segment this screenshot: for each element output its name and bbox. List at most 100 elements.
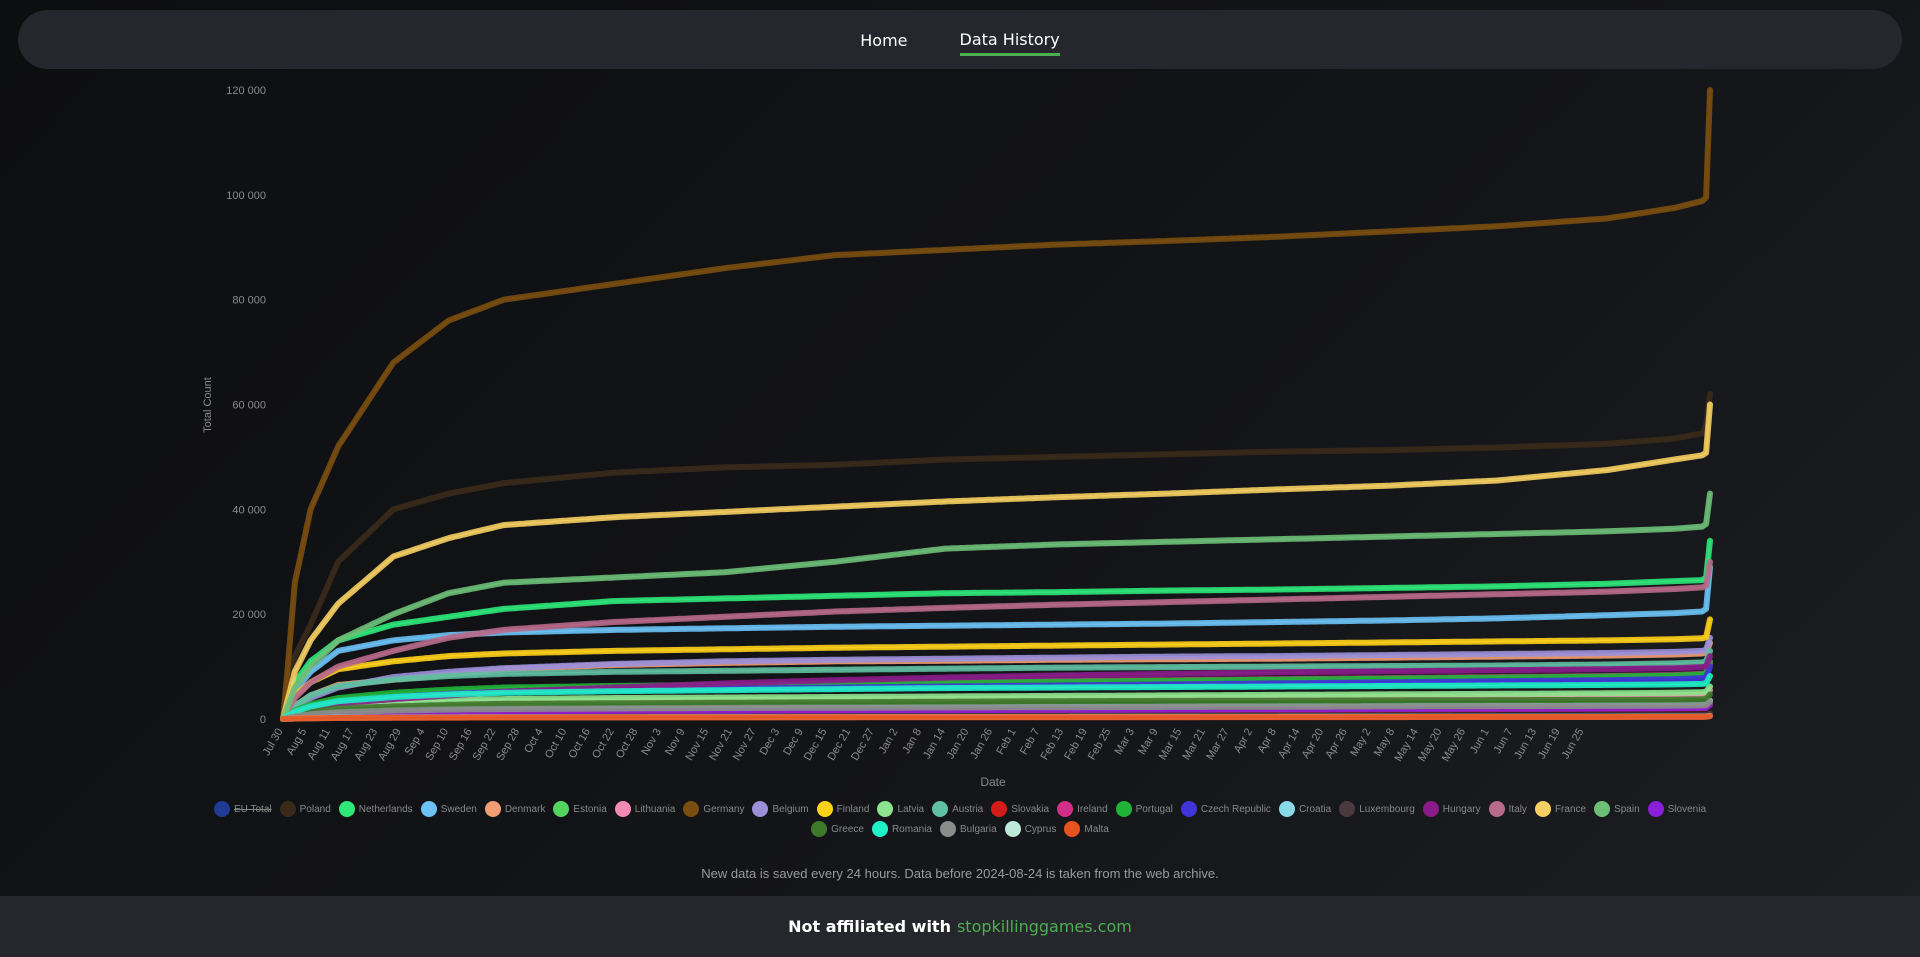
x-tick-label: May 26 <box>1440 727 1468 764</box>
legend-item[interactable]: Germany <box>683 801 744 817</box>
footer: Not affiliated with stopkillinggames.com <box>0 896 1920 957</box>
series-thin-line <box>282 404 1711 720</box>
nav-home-link[interactable]: Home <box>860 31 908 50</box>
legend-item[interactable]: Portugal <box>1115 801 1173 817</box>
legend-item[interactable]: Cyprus <box>1004 821 1056 837</box>
x-tick-label: Oct 4 <box>522 727 546 756</box>
legend-item[interactable]: Luxembourg <box>1339 801 1415 817</box>
legend-swatch <box>871 821 888 837</box>
legend-label: Lithuania <box>634 803 676 815</box>
legend-label: Malta <box>1084 823 1109 835</box>
legend-label: Belgium <box>772 803 809 815</box>
series-thin-line <box>282 650 1711 720</box>
legend-swatch <box>1488 801 1505 817</box>
legend-swatch <box>1534 801 1551 817</box>
legend-swatch <box>1339 801 1356 817</box>
legend-label: Portugal <box>1135 803 1173 815</box>
legend-item[interactable]: Romania <box>871 821 932 837</box>
x-tick-label: Mar 3 <box>1113 727 1137 757</box>
legend-item[interactable]: Austria <box>932 801 983 817</box>
x-tick-label: Dec 3 <box>758 727 783 758</box>
legend-swatch <box>1647 801 1664 817</box>
series-thin-line <box>282 619 1711 720</box>
legend-item[interactable]: Greece <box>811 821 864 837</box>
x-tick-label: Jul 30 <box>261 727 286 758</box>
legend-item[interactable]: Slovakia <box>991 801 1049 817</box>
footer-text: Not affiliated with <box>788 917 951 936</box>
legend-item[interactable]: Malta <box>1064 821 1109 837</box>
x-tick-label: Apr 2 <box>1232 727 1256 756</box>
legend-swatch <box>338 801 355 817</box>
legend-swatch <box>1064 821 1081 837</box>
x-tick-label: Apr 20 <box>1300 727 1327 761</box>
legend-item[interactable]: Finland <box>816 801 870 817</box>
legend-item[interactable]: Lithuania <box>614 801 676 817</box>
x-tick-label: Feb 1 <box>994 727 1018 757</box>
legend-label: Slovakia <box>1011 803 1050 815</box>
x-tick-label: Feb 25 <box>1086 727 1114 763</box>
legend-item[interactable]: EU Total <box>214 801 272 817</box>
legend-label: EU Total <box>234 803 272 815</box>
x-tick-label: Nov 9 <box>663 727 688 758</box>
y-tick-label: 0 <box>260 714 266 726</box>
legend-item[interactable]: Croatia <box>1278 801 1331 817</box>
x-tick-label: Jun 25 <box>1560 727 1587 762</box>
chart-legend: EU Total Poland Netherlands Sweden Denmark Es… <box>200 801 1720 837</box>
legend-label: Luxembourg <box>1359 803 1415 815</box>
x-tick-label: Jun 1 <box>1468 727 1492 756</box>
legend-swatch <box>683 801 700 817</box>
footer-link[interactable]: stopkillinggames.com <box>956 917 1132 936</box>
x-tick-label: Jun 7 <box>1492 727 1516 756</box>
legend-swatch <box>1180 801 1197 817</box>
legend-item[interactable]: Netherlands <box>338 801 413 817</box>
legend-label: Netherlands <box>358 803 413 815</box>
legend-label: Hungary <box>1442 803 1481 815</box>
legend-label: Estonia <box>573 803 607 815</box>
legend-item[interactable]: Sweden <box>420 801 477 817</box>
top-nav: Home Data History <box>18 10 1902 69</box>
legend-label: Poland <box>299 803 331 815</box>
legend-label: Finland <box>836 803 870 815</box>
legend-label: Italy <box>1508 803 1527 815</box>
legend-swatch <box>752 801 769 817</box>
series-thin-line <box>282 701 1711 720</box>
series-thin-line <box>282 686 1711 720</box>
x-tick-label: Apr 26 <box>1323 727 1350 761</box>
legend-item[interactable]: Belgium <box>752 801 809 817</box>
legend-item[interactable]: Spain <box>1594 801 1640 817</box>
series-thin-line <box>282 637 1711 720</box>
nav-history-link[interactable]: Data History <box>959 24 1060 56</box>
y-tick-label: 60 000 <box>232 400 266 412</box>
y-tick-label: 40 000 <box>232 504 266 516</box>
legend-swatch <box>991 801 1008 817</box>
x-tick-label: Apr 8 <box>1255 727 1279 756</box>
legend-item[interactable]: Ireland <box>1057 801 1108 817</box>
legend-item[interactable]: Bulgaria <box>939 821 997 837</box>
x-tick-label: Mar 27 <box>1204 727 1232 763</box>
legend-label: Latvia <box>897 803 925 815</box>
legend-item[interactable]: Hungary <box>1422 801 1481 817</box>
x-tick-label: Nov 27 <box>731 727 759 763</box>
legend-item[interactable]: Slovenia <box>1647 801 1706 817</box>
legend-swatch <box>279 801 296 817</box>
data-note: New data is saved every 24 hours. Data b… <box>701 866 1219 881</box>
x-tick-label: Mar 9 <box>1136 727 1160 757</box>
x-axis-title: Date <box>980 775 1006 789</box>
legend-swatch <box>1057 801 1074 817</box>
legend-swatch <box>1422 801 1439 817</box>
legend-swatch <box>932 801 949 817</box>
legend-item[interactable]: Denmark <box>484 801 546 817</box>
legend-label: Denmark <box>504 803 546 815</box>
legend-item[interactable]: France <box>1534 801 1586 817</box>
legend-label: Germany <box>703 803 745 815</box>
legend-item[interactable]: Estonia <box>553 801 607 817</box>
series-thin-line <box>282 661 1711 720</box>
legend-item[interactable]: Italy <box>1488 801 1527 817</box>
legend-item[interactable]: Latvia <box>877 801 924 817</box>
series-thin-line <box>282 540 1711 720</box>
x-tick-label: Aug 5 <box>284 727 309 758</box>
series-thin-line <box>282 715 1711 720</box>
legend-item[interactable]: Czech Republic <box>1180 801 1271 817</box>
legend-item[interactable]: Poland <box>279 801 331 817</box>
x-tick-label: Aug 29 <box>376 727 404 763</box>
